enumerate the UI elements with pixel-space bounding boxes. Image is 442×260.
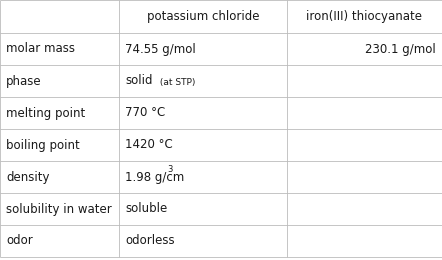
Text: odor: odor: [6, 235, 33, 248]
Text: melting point: melting point: [6, 107, 85, 120]
Text: 1.98 g/cm: 1.98 g/cm: [125, 171, 184, 184]
Text: soluble: soluble: [125, 203, 167, 216]
Text: boiling point: boiling point: [6, 139, 80, 152]
Text: potassium chloride: potassium chloride: [147, 10, 259, 23]
Text: density: density: [6, 171, 50, 184]
Text: phase: phase: [6, 75, 42, 88]
Text: molar mass: molar mass: [6, 42, 75, 55]
Text: odorless: odorless: [125, 235, 175, 248]
Text: 3: 3: [167, 165, 172, 174]
Text: 1420 °C: 1420 °C: [125, 139, 173, 152]
Text: (at STP): (at STP): [157, 78, 196, 87]
Text: solubility in water: solubility in water: [6, 203, 112, 216]
Text: iron(III) thiocyanate: iron(III) thiocyanate: [306, 10, 423, 23]
Text: solid: solid: [125, 75, 152, 88]
Text: 74.55 g/mol: 74.55 g/mol: [125, 42, 196, 55]
Text: 770 °C: 770 °C: [125, 107, 165, 120]
Text: 230.1 g/mol: 230.1 g/mol: [365, 42, 436, 55]
